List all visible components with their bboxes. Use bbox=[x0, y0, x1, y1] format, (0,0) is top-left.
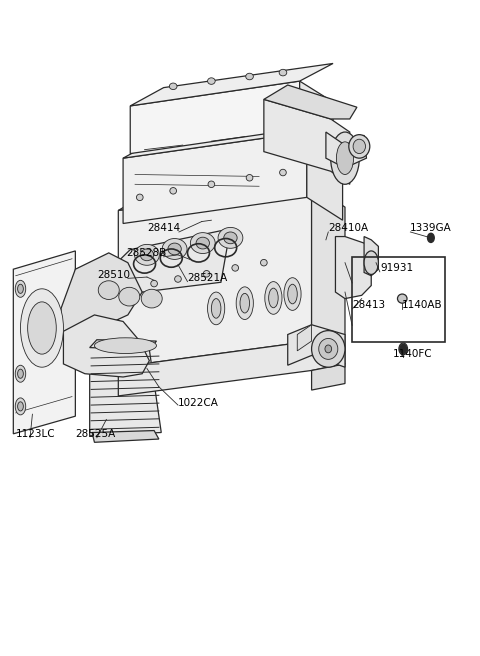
Text: 91931: 91931 bbox=[381, 263, 414, 273]
Ellipse shape bbox=[140, 249, 154, 260]
Ellipse shape bbox=[136, 194, 143, 201]
Polygon shape bbox=[118, 165, 345, 211]
Text: 28410A: 28410A bbox=[328, 223, 369, 234]
Polygon shape bbox=[95, 229, 230, 302]
Polygon shape bbox=[300, 81, 333, 150]
Polygon shape bbox=[92, 430, 159, 442]
Ellipse shape bbox=[353, 139, 365, 154]
Ellipse shape bbox=[246, 73, 253, 80]
Ellipse shape bbox=[265, 281, 282, 314]
Ellipse shape bbox=[169, 83, 177, 90]
Ellipse shape bbox=[399, 343, 408, 355]
Polygon shape bbox=[336, 237, 371, 298]
Ellipse shape bbox=[349, 134, 370, 158]
Ellipse shape bbox=[319, 338, 338, 359]
Text: 28525A: 28525A bbox=[75, 429, 116, 439]
Ellipse shape bbox=[284, 277, 301, 310]
Ellipse shape bbox=[21, 289, 63, 367]
Text: 1140AB: 1140AB bbox=[402, 300, 443, 310]
Ellipse shape bbox=[175, 276, 181, 282]
Polygon shape bbox=[118, 184, 312, 367]
Ellipse shape bbox=[207, 292, 225, 325]
Ellipse shape bbox=[141, 289, 162, 308]
Ellipse shape bbox=[280, 169, 286, 176]
Polygon shape bbox=[123, 112, 343, 158]
Ellipse shape bbox=[134, 245, 159, 265]
Bar bbox=[352, 257, 445, 342]
Ellipse shape bbox=[232, 264, 239, 271]
Ellipse shape bbox=[203, 270, 210, 277]
Ellipse shape bbox=[15, 280, 26, 297]
Ellipse shape bbox=[95, 338, 156, 354]
Ellipse shape bbox=[170, 188, 177, 194]
Ellipse shape bbox=[98, 281, 119, 299]
Polygon shape bbox=[297, 325, 312, 351]
Polygon shape bbox=[90, 348, 161, 436]
Circle shape bbox=[428, 234, 434, 243]
Text: 1339GA: 1339GA bbox=[409, 223, 451, 234]
Ellipse shape bbox=[279, 70, 287, 76]
Ellipse shape bbox=[208, 181, 215, 188]
Text: 28413: 28413 bbox=[352, 300, 385, 310]
Ellipse shape bbox=[18, 284, 24, 293]
Ellipse shape bbox=[119, 287, 140, 306]
Ellipse shape bbox=[162, 239, 187, 259]
Ellipse shape bbox=[207, 78, 215, 85]
Polygon shape bbox=[130, 64, 333, 106]
Ellipse shape bbox=[240, 293, 250, 313]
Ellipse shape bbox=[28, 302, 56, 354]
Polygon shape bbox=[90, 340, 156, 350]
Polygon shape bbox=[63, 315, 149, 377]
Ellipse shape bbox=[191, 233, 215, 253]
Ellipse shape bbox=[218, 228, 243, 249]
Polygon shape bbox=[118, 341, 345, 396]
Text: 1022CA: 1022CA bbox=[178, 398, 219, 407]
Ellipse shape bbox=[288, 284, 297, 304]
Polygon shape bbox=[312, 184, 345, 364]
Polygon shape bbox=[307, 132, 343, 220]
Ellipse shape bbox=[15, 365, 26, 382]
Ellipse shape bbox=[397, 294, 407, 303]
Text: 28521A: 28521A bbox=[188, 273, 228, 283]
Polygon shape bbox=[264, 85, 357, 119]
Polygon shape bbox=[13, 251, 75, 434]
Ellipse shape bbox=[211, 298, 221, 318]
Ellipse shape bbox=[269, 288, 278, 308]
Ellipse shape bbox=[196, 237, 209, 249]
Polygon shape bbox=[123, 132, 307, 224]
Ellipse shape bbox=[246, 174, 253, 181]
Text: 1140FC: 1140FC bbox=[393, 349, 432, 359]
Text: 1123LC: 1123LC bbox=[16, 429, 55, 439]
Polygon shape bbox=[130, 81, 300, 154]
Text: 28528B: 28528B bbox=[126, 248, 166, 258]
Ellipse shape bbox=[261, 259, 267, 266]
Ellipse shape bbox=[236, 287, 253, 319]
Ellipse shape bbox=[331, 132, 360, 184]
Circle shape bbox=[400, 344, 407, 354]
Ellipse shape bbox=[18, 402, 24, 411]
Polygon shape bbox=[364, 237, 378, 276]
Ellipse shape bbox=[168, 243, 181, 255]
Polygon shape bbox=[264, 99, 350, 184]
Ellipse shape bbox=[18, 369, 24, 379]
Ellipse shape bbox=[151, 280, 157, 287]
Text: 28510: 28510 bbox=[97, 270, 130, 280]
Polygon shape bbox=[312, 364, 345, 390]
Ellipse shape bbox=[336, 142, 354, 174]
Ellipse shape bbox=[325, 345, 332, 353]
Text: 28414: 28414 bbox=[147, 223, 180, 234]
Ellipse shape bbox=[224, 232, 237, 244]
Polygon shape bbox=[326, 132, 366, 168]
Ellipse shape bbox=[15, 398, 26, 415]
Ellipse shape bbox=[312, 331, 345, 367]
Ellipse shape bbox=[364, 251, 378, 274]
Polygon shape bbox=[61, 253, 142, 341]
Polygon shape bbox=[288, 325, 345, 367]
